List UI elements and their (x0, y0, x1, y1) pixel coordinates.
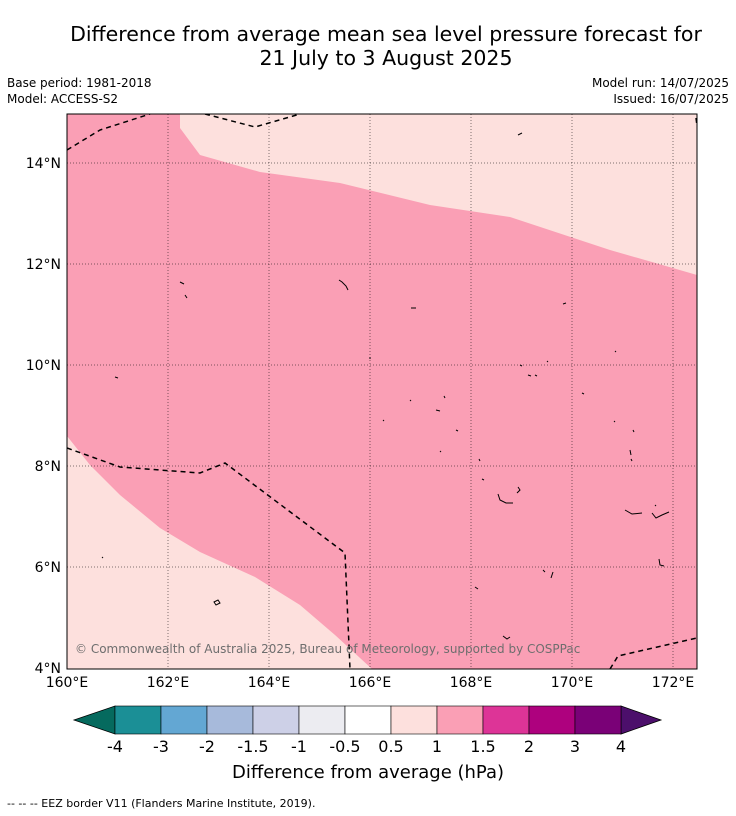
colorbar-segment (252, 705, 300, 735)
map-frame: © Commonwealth of Australia 2025, Bureau… (66, 113, 698, 670)
colorbar-segment (298, 705, 346, 735)
colorbar-segments (114, 705, 622, 735)
lon-tick-label: 164°E (248, 675, 291, 691)
colorbar-tick-label: -3 (153, 737, 169, 756)
lon-axis: 160°E 162°E 164°E 166°E 168°E 170°E 172°… (46, 675, 695, 691)
title-line-2: 21 July to 3 August 2025 (259, 46, 513, 70)
colorbar-tick-label: -1.5 (237, 737, 268, 756)
pressure-zone-0.5-to-1-southwest (67, 436, 372, 669)
colorbar-segment (436, 705, 484, 735)
lon-tick-label: 172°E (652, 675, 695, 691)
colorbar-tick-label: -1 (291, 737, 307, 756)
colorbar-tick-label: 1.5 (470, 737, 495, 756)
lat-tick-label: 8°N (35, 459, 61, 475)
colorbar-tick-label: 4 (616, 737, 626, 756)
colorbar-tick-label: 0.5 (378, 737, 403, 756)
colorbar-tick-label: -0.5 (329, 737, 360, 756)
map-credit: © Commonwealth of Australia 2025, Bureau… (75, 642, 580, 656)
lon-tick-label: 166°E (349, 675, 392, 691)
lat-tick-label: 14°N (26, 156, 61, 172)
colorbar-tick-label: -2 (199, 737, 215, 756)
title-line-1: Difference from average mean sea level p… (70, 22, 702, 46)
lat-tick-label: 10°N (26, 358, 61, 374)
colorbar-tick-label: -4 (107, 737, 123, 756)
colorbar-ticks: -4 -3 -2 -1.5 -1 -0.5 0.5 1 1.5 2 3 4 (107, 737, 626, 756)
colorbar-tick-label: 1 (432, 737, 442, 756)
pressure-zone-0.5-to-1-north (180, 114, 697, 275)
eez-border-north-west (67, 114, 151, 151)
lat-tick-label: 6°N (35, 560, 61, 576)
colorbar-segment (482, 705, 530, 735)
base-period: Base period: 1981-2018 (7, 76, 152, 90)
colorbar-segment (114, 705, 162, 735)
colorbar-segment (344, 705, 392, 735)
colorbar-tick-label: 2 (524, 737, 534, 756)
eez-legend-footnote: -- -- -- EEZ border V11 (Flanders Marine… (7, 797, 316, 810)
colorbar-segment (574, 705, 622, 735)
colorbar-segment (206, 705, 254, 735)
issued-date: Issued: 16/07/2025 (613, 92, 729, 106)
lat-tick-label: 12°N (26, 257, 61, 273)
model-name: Model: ACCESS-S2 (7, 92, 119, 106)
colorbar-segment (160, 705, 208, 735)
colorbar-tick-label: 3 (570, 737, 580, 756)
eez-border-north (204, 114, 301, 128)
map-title: Difference from average mean sea level p… (0, 22, 736, 70)
lon-tick-label: 160°E (46, 675, 89, 691)
colorbar-over-arrow (620, 705, 663, 735)
lat-axis: 14°N 12°N 10°N 8°N 6°N 4°N (26, 156, 61, 677)
map-border (66, 113, 698, 670)
lat-tick-label: 4°N (35, 661, 61, 677)
lon-tick-label: 170°E (551, 675, 594, 691)
meta-right: Model run: 14/07/2025 Issued: 16/07/2025 (592, 75, 729, 107)
eez-border-central (67, 447, 351, 669)
lon-tick-label: 168°E (450, 675, 493, 691)
lon-tick-label: 162°E (147, 675, 190, 691)
graticule (67, 114, 697, 669)
model-run: Model run: 14/07/2025 (591, 76, 729, 90)
colorbar-segment (390, 705, 438, 735)
colorbar-label: Difference from average (hPa) (232, 762, 504, 783)
meta-left: Base period: 1981-2018 Model: ACCESS-S2 (7, 75, 152, 107)
islands (101, 132, 670, 640)
colorbar-under-arrow (72, 705, 116, 735)
colorbar: -4 -3 -2 -1.5 -1 -0.5 0.5 1 1.5 2 3 4 Difference fr… (72, 705, 663, 783)
colorbar-segment (528, 705, 576, 735)
